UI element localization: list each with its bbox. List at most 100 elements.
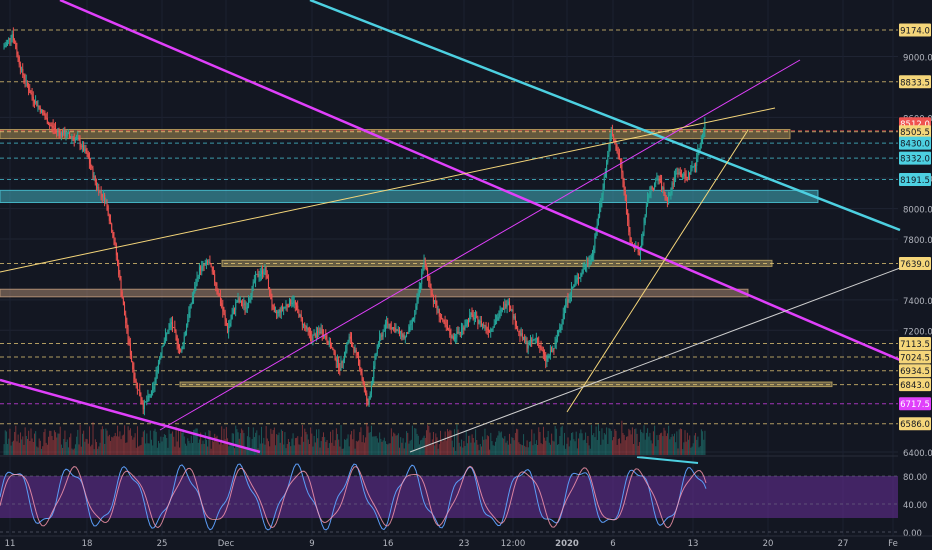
volume-bar [690,447,692,455]
candle-body [9,38,11,40]
volume-bar [602,439,604,455]
magenta-trend-line-bottom[interactable] [0,378,261,454]
volume-bar [277,435,279,455]
candle-body [498,313,500,318]
candle-body [237,298,239,301]
price-tag-label: 7113.5 [900,340,930,350]
volume-bar [702,431,704,455]
candle-body [359,359,361,370]
candle-body [118,263,120,275]
divergence-line[interactable] [636,456,699,464]
candle-body [10,37,12,40]
volume-bar [133,437,135,455]
volume-bar [244,446,246,455]
candle-body [253,280,255,282]
volume-bar [251,438,253,455]
candle-body [590,256,592,261]
volume-bar [519,443,521,455]
candle-body [334,351,336,360]
candle-body [208,261,210,263]
candle-body [158,362,160,372]
volume-bar [616,444,618,455]
volume-bar [681,429,683,455]
candle-body [427,269,429,276]
volume-bar [418,444,420,455]
candle-body [374,357,376,366]
volume-bar [326,440,328,455]
candle-body [73,138,75,141]
candle-body [341,361,343,363]
magenta-trend-line-top[interactable] [59,0,901,362]
volume-bar [628,428,630,455]
volume-bar [26,438,28,455]
volume-bar [276,434,278,455]
volume-bar [300,436,302,455]
candle-body [152,389,154,391]
candle-body [22,68,24,75]
candle-body [480,320,482,326]
volume-bar [541,444,543,455]
volume-bar [578,438,580,455]
volume-bar [56,437,58,455]
volume-bar [323,432,325,455]
candle-body [528,342,530,346]
candle-body [368,398,370,405]
candle-body [282,306,284,310]
white-trend-line[interactable] [409,267,901,453]
volume-bar [52,440,54,455]
candle-body [92,168,94,178]
volume-bar [21,439,23,455]
volume-bar [361,442,363,455]
price-zone[interactable] [0,288,749,298]
candle-body [491,328,493,330]
volume-bar [655,446,657,455]
price-zone[interactable] [0,128,791,140]
yellow-trend-line[interactable] [0,107,776,273]
candle-body [608,150,610,156]
volume-bar [143,430,145,455]
candle-body [373,365,375,379]
volume-bar [314,442,316,455]
candle-body [629,231,631,238]
volume-bar [447,428,449,455]
volume-bar [71,448,73,455]
candle-body [513,316,515,318]
volume-bar [351,430,353,455]
volume-bar [225,427,227,455]
candle-body [270,290,272,300]
volume-bar [558,444,560,455]
candle-body [477,317,479,324]
candle-body [596,225,598,231]
volume-bar [443,439,445,455]
volume-bar [193,429,195,455]
candle-body [84,148,86,152]
candle-body [692,166,694,168]
volume-bar [499,432,501,455]
candle-body [614,140,616,143]
candle-body [362,378,364,385]
volume-bar [30,428,32,455]
volume-bar [665,436,667,455]
candle-body [685,177,687,179]
cyan-trend-line[interactable] [309,0,901,232]
candle-body [268,278,270,289]
volume-bar [647,428,649,455]
candle-body [521,333,523,339]
volume-bar [517,429,519,455]
volume-bar [333,445,335,455]
candle-body [66,133,68,136]
volume-bar [479,443,481,455]
candle-body [326,339,328,342]
volume-bar [530,441,532,455]
volume-bar [111,436,113,455]
candle-body [454,337,456,339]
price-zone[interactable] [0,189,819,204]
candle-body [527,345,529,349]
magenta-thin-channel[interactable] [159,59,801,431]
volume-bar [211,440,213,455]
volume-bar [697,436,699,455]
yellow-support-line[interactable] [566,129,749,413]
volume-bar [305,431,307,455]
candle-body [493,324,495,328]
